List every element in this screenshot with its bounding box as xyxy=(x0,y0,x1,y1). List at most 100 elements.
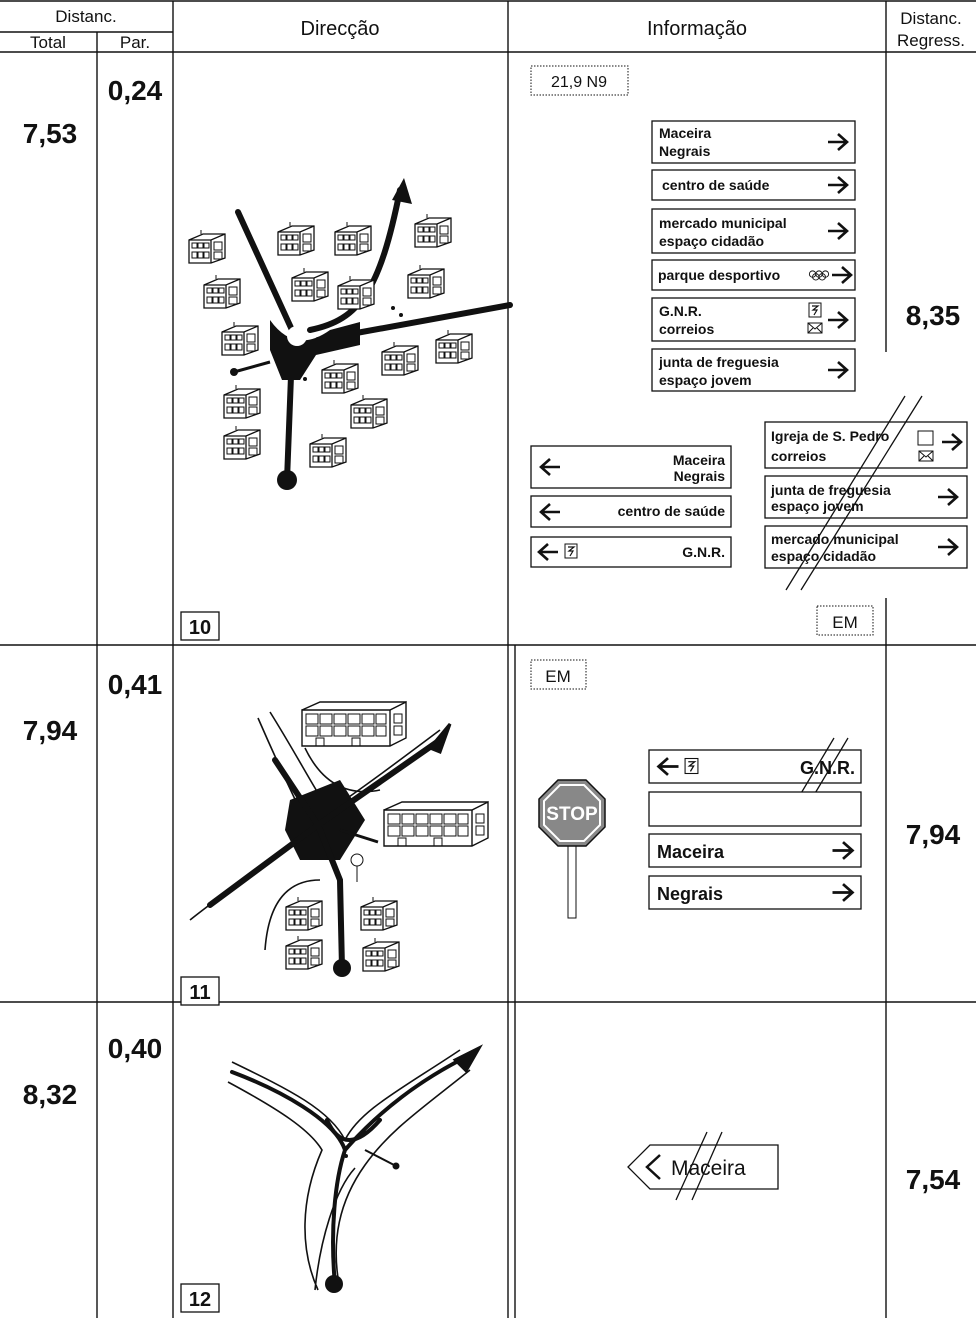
stop-icon xyxy=(350,853,364,867)
sign-text: espaço cidadão xyxy=(771,548,876,564)
strike-lines xyxy=(799,737,849,796)
step-number: 10 xyxy=(189,617,211,639)
sign xyxy=(530,495,732,528)
sign xyxy=(651,348,856,392)
sign xyxy=(651,259,856,291)
road-ref: 21,9 N9 xyxy=(551,74,607,91)
sign-text: centro de saúde xyxy=(618,503,726,519)
header-total: Total xyxy=(30,33,66,52)
sign xyxy=(648,875,862,910)
road-edge xyxy=(264,747,381,951)
return-distance: 8,35 xyxy=(906,300,961,331)
sign xyxy=(651,208,856,254)
sign-text: Maceira xyxy=(657,842,725,862)
sign-text: correios xyxy=(659,321,714,337)
total-distance: 8,32 xyxy=(23,1079,78,1110)
header-information: Informação xyxy=(647,18,747,40)
dot xyxy=(303,377,307,381)
sign-text: mercado municipal xyxy=(659,215,787,231)
total-distance: 7,53 xyxy=(23,118,78,149)
sign-text: Negrais xyxy=(674,468,726,484)
building xyxy=(360,897,398,931)
dot xyxy=(391,306,395,310)
header-return-distance: Regress. xyxy=(897,31,965,50)
building xyxy=(291,268,329,302)
total-distance: 7,94 xyxy=(23,715,78,746)
building xyxy=(285,897,323,931)
sign xyxy=(764,525,968,569)
header-direction: Direcção xyxy=(301,18,380,40)
stop-sign: STOP xyxy=(538,779,606,919)
mail-icon xyxy=(918,450,934,462)
side-road xyxy=(364,1149,397,1167)
building xyxy=(381,342,419,376)
sign-text: G.N.R. xyxy=(659,303,702,319)
building xyxy=(223,426,261,460)
side-road xyxy=(339,828,379,844)
sign-text: Igreja de S. Pedro xyxy=(771,428,889,444)
step-box xyxy=(180,1283,220,1313)
junction-diagram xyxy=(227,1044,484,1293)
sign xyxy=(651,120,856,164)
left-arrow xyxy=(645,1154,661,1180)
building xyxy=(337,276,375,310)
junction-diagram xyxy=(188,178,513,490)
dot xyxy=(294,840,298,844)
zone-box xyxy=(816,605,874,636)
zone: EM xyxy=(832,613,858,632)
step-number: 11 xyxy=(189,982,210,1004)
side-road xyxy=(233,360,271,374)
direction-signs: Maceira Negrais centro de saúde mercado … xyxy=(651,120,856,392)
left-signs: Maceira Negrais centro de saúde G.N.R. xyxy=(530,445,732,568)
direction-arrow xyxy=(452,1044,484,1074)
building xyxy=(383,801,489,847)
column-lines xyxy=(96,1,887,1318)
step-box xyxy=(180,611,220,641)
building xyxy=(203,275,241,309)
roundabout xyxy=(270,320,360,380)
building xyxy=(309,434,347,468)
junction-diagram xyxy=(189,701,489,977)
building xyxy=(301,701,407,747)
dot xyxy=(399,313,403,317)
building xyxy=(285,936,323,970)
building xyxy=(334,222,372,256)
strike-lines xyxy=(675,1131,723,1201)
direction-arrow xyxy=(392,178,412,204)
partial-distance: 0,41 xyxy=(108,669,163,700)
sign xyxy=(651,169,856,201)
direction-signs: G.N.R. Maceira Negrais xyxy=(648,737,862,910)
crossed-signs: Igreja de S. Pedro correios junta de fre… xyxy=(764,395,968,591)
header-distance: Distanc. xyxy=(55,7,116,26)
building xyxy=(221,322,259,356)
mail-icon xyxy=(807,322,823,334)
sign xyxy=(627,1144,779,1190)
road xyxy=(235,187,513,483)
building xyxy=(223,385,261,419)
header-partial: Par. xyxy=(120,33,150,52)
start-point xyxy=(333,959,351,977)
direction-signs: Maceira xyxy=(627,1131,779,1201)
sign-text: espaço jovem xyxy=(659,372,752,388)
building xyxy=(407,265,445,299)
building xyxy=(362,938,400,972)
step-box xyxy=(180,976,220,1006)
road-ref-box xyxy=(530,65,629,96)
row-lines xyxy=(0,0,976,1003)
stop-pole xyxy=(567,844,577,919)
start-point xyxy=(325,1275,343,1293)
sign-text: espaço cidadão xyxy=(659,233,764,249)
direction-arrow xyxy=(427,723,452,754)
building xyxy=(188,230,226,264)
sign-text: Maceira xyxy=(673,452,725,468)
stop-text: STOP xyxy=(546,804,598,825)
sign-text: correios xyxy=(771,448,826,464)
zone-box xyxy=(530,659,587,690)
sign xyxy=(648,791,862,827)
zone: EM xyxy=(545,667,571,686)
sign xyxy=(764,475,968,519)
sign-text: junta de freguesia xyxy=(658,354,779,370)
sign xyxy=(530,536,732,568)
